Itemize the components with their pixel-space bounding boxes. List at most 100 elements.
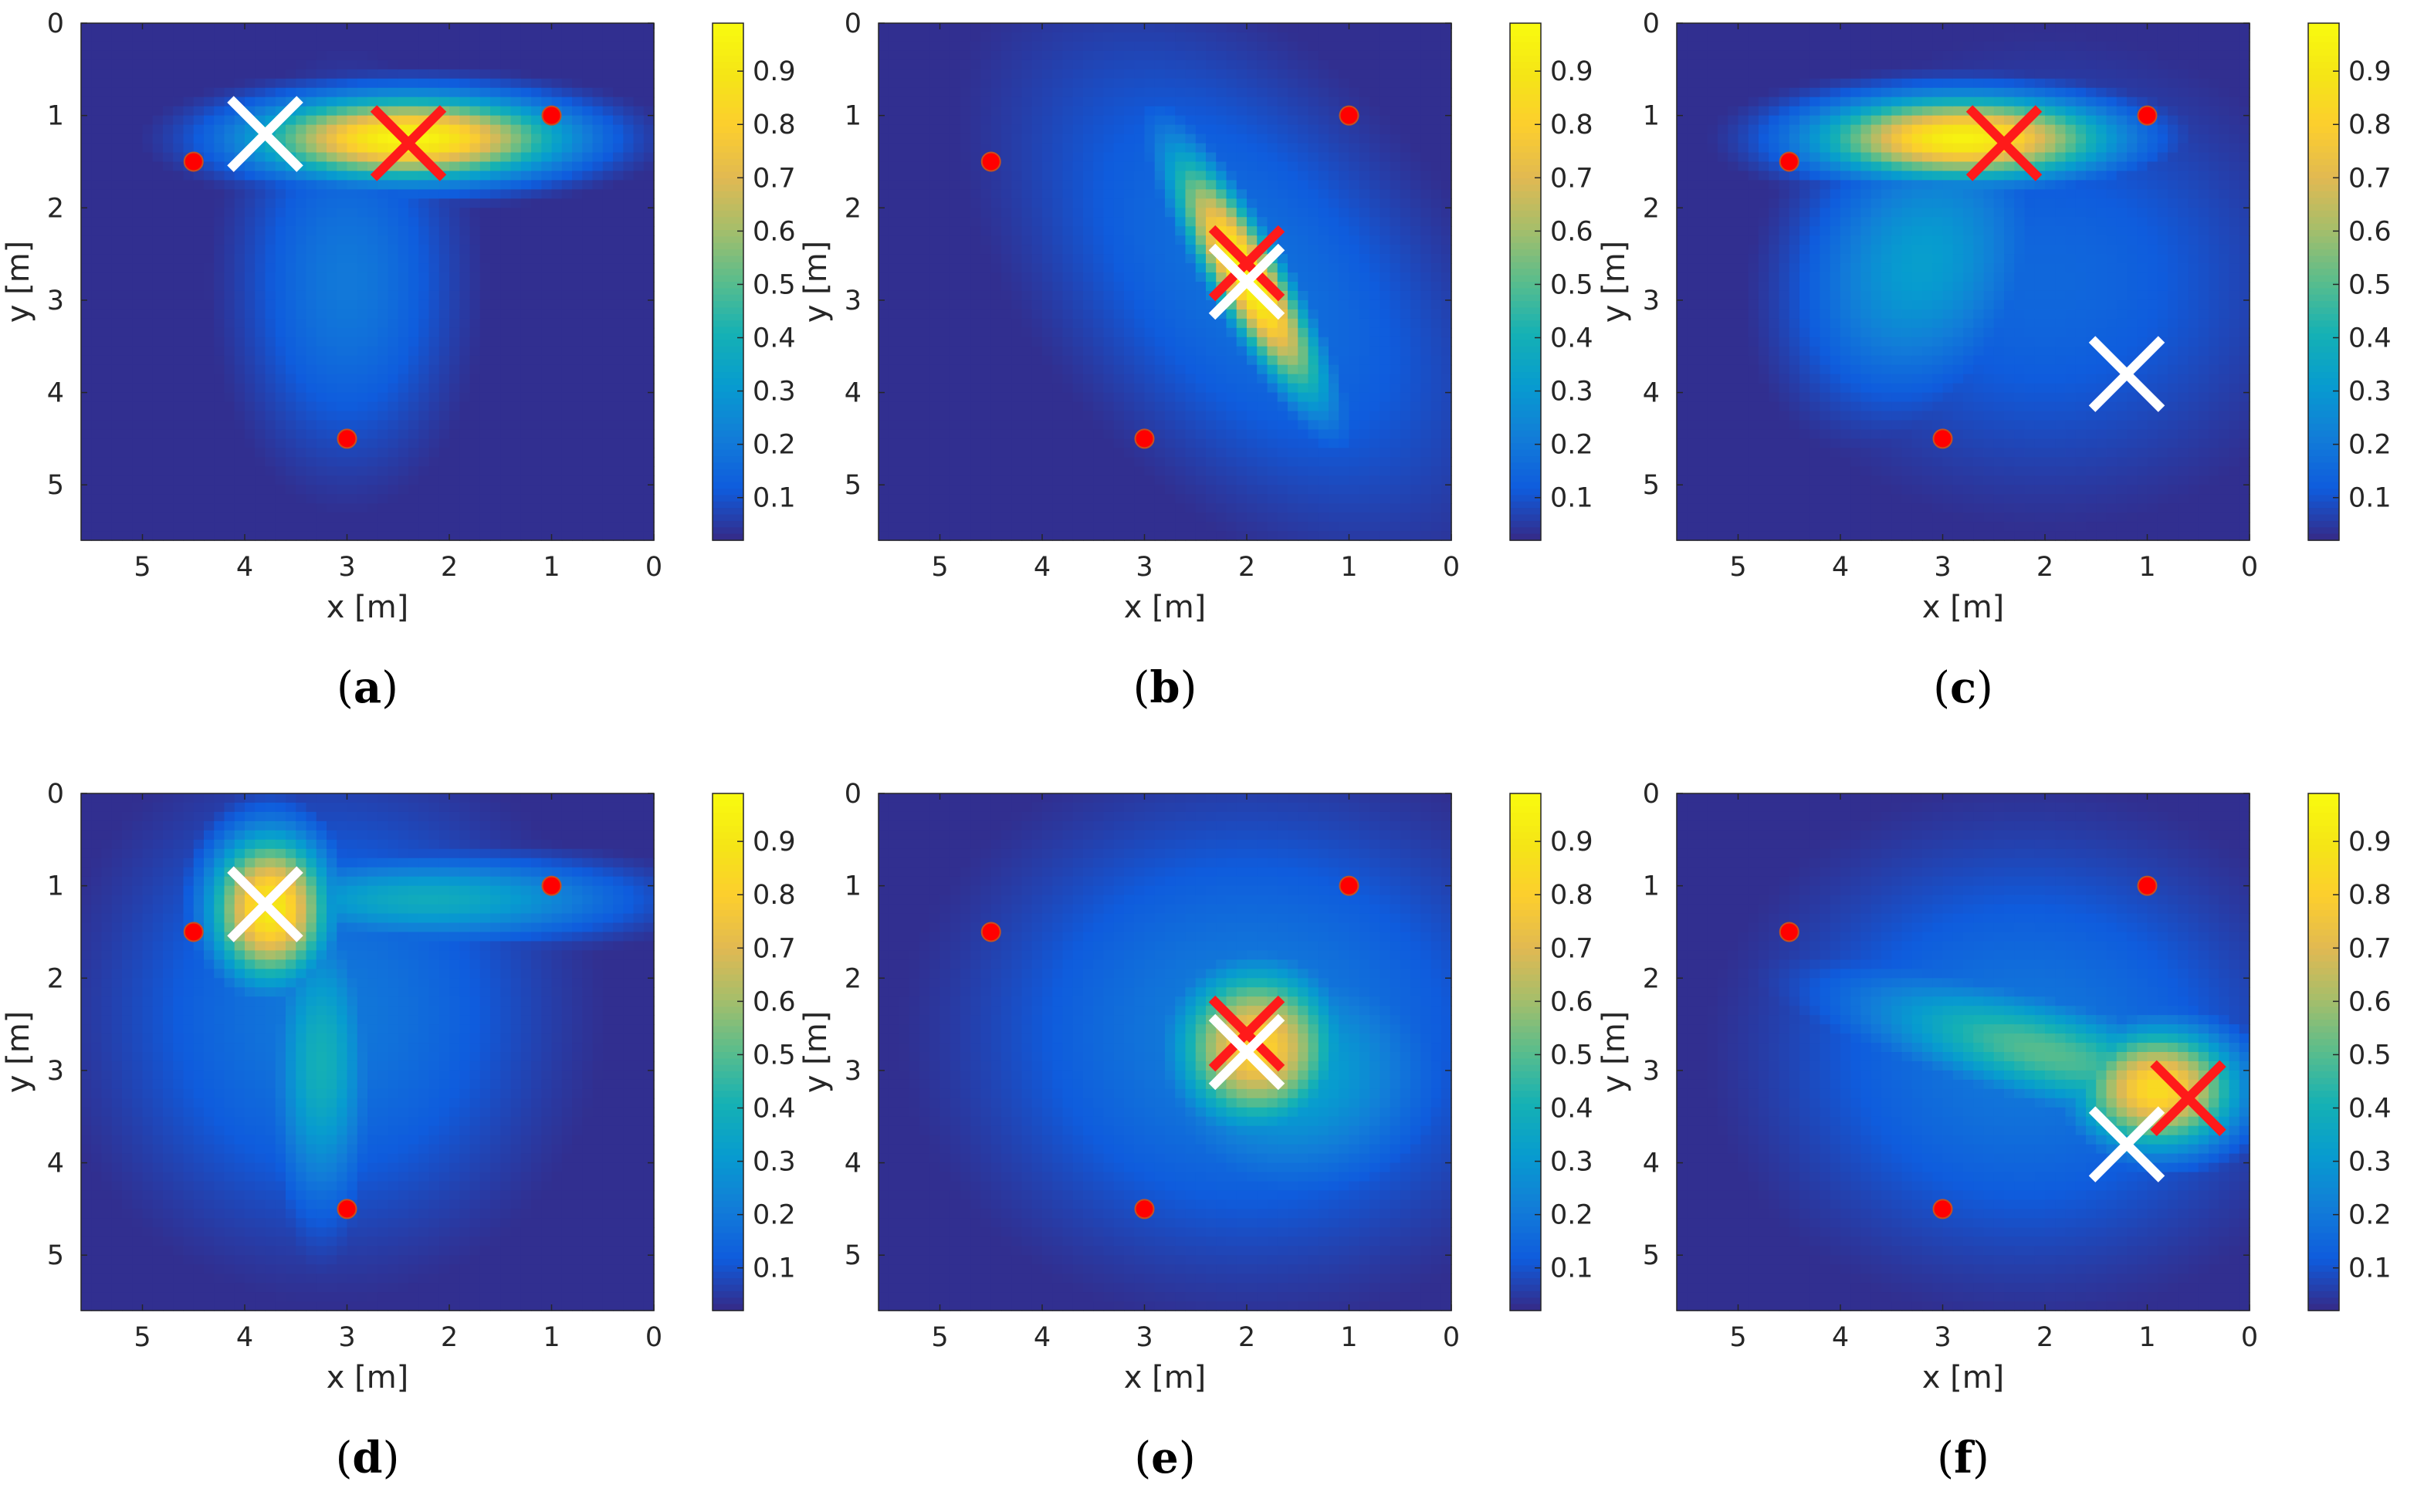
heatmap-cell: [551, 448, 563, 458]
heatmap-cell: [479, 208, 491, 218]
heatmap-cell: [193, 50, 205, 61]
heatmap-cell: [428, 522, 440, 532]
heatmap-cell: [316, 503, 327, 513]
heatmap-cell: [572, 327, 583, 338]
heatmap-cell: [1083, 50, 1094, 61]
heatmap-cell: [1062, 69, 1074, 79]
heatmap-cell: [132, 23, 144, 33]
heatmap-cell: [592, 466, 604, 476]
heatmap-cell: [561, 448, 573, 458]
heatmap-cell: [1062, 438, 1074, 449]
heatmap-cell: [929, 522, 941, 532]
heatmap-cell: [582, 383, 594, 394]
heatmap-cell: [561, 235, 573, 245]
heatmap-cell: [929, 208, 941, 218]
heatmap-cell: [551, 226, 563, 236]
heatmap-cell: [623, 161, 635, 172]
colorbar-segment: [713, 275, 743, 282]
x-tick-label: 1: [543, 552, 560, 583]
heatmap-cell: [1175, 23, 1187, 33]
heatmap-cell: [408, 512, 419, 523]
heatmap-cell: [398, 355, 409, 366]
heatmap-cell: [183, 32, 195, 42]
heatmap-cell: [327, 217, 337, 227]
heatmap-cell: [899, 50, 910, 61]
heatmap-cell: [1072, 494, 1084, 504]
heatmap-cell: [623, 245, 635, 255]
heatmap-cell: [132, 318, 144, 329]
heatmap-cell: [214, 87, 225, 98]
heatmap-cell: [204, 69, 215, 79]
heatmap-cell: [1021, 208, 1033, 218]
heatmap-cell: [561, 475, 573, 485]
heatmap-cell: [132, 411, 144, 421]
heatmap-cell: [572, 494, 583, 504]
heatmap-cell: [1175, 448, 1187, 458]
colorbar-segment: [713, 411, 743, 418]
heatmap-cell: [990, 318, 1002, 329]
heatmap-cell: [1001, 282, 1012, 292]
heatmap-cell: [1072, 318, 1084, 329]
heatmap-cell: [980, 290, 992, 301]
heatmap-cell: [1062, 32, 1074, 42]
heatmap-cell: [879, 355, 889, 366]
heatmap-cell: [479, 245, 491, 255]
heatmap-cell: [255, 309, 266, 320]
anchor-point: [183, 151, 204, 172]
heatmap-cell: [1001, 290, 1012, 301]
heatmap-cell: [1042, 429, 1053, 440]
heatmap-cell: [193, 282, 205, 292]
heatmap-cell: [990, 143, 1002, 154]
heatmap-cell: [327, 245, 337, 255]
heatmap-cell: [357, 115, 368, 126]
heatmap-cell: [1134, 299, 1146, 310]
heatmap-cell: [1124, 503, 1135, 513]
heatmap-cell: [623, 475, 635, 485]
heatmap-cell: [255, 245, 266, 255]
heatmap-cell: [418, 299, 430, 310]
heatmap-cell: [879, 411, 889, 421]
heatmap-cell: [1062, 337, 1074, 347]
heatmap-cell: [224, 263, 235, 273]
heatmap-cell: [1031, 374, 1043, 384]
heatmap-cell: [623, 78, 635, 89]
heatmap-cell: [1001, 318, 1012, 329]
heatmap-cell: [1134, 466, 1146, 476]
heatmap-cell: [1124, 106, 1135, 117]
heatmap-cell: [929, 32, 941, 42]
heatmap-cell: [623, 32, 635, 42]
heatmap-cell: [500, 438, 512, 449]
heatmap-cell: [633, 438, 645, 449]
heatmap-cell: [183, 198, 195, 208]
heatmap-cell: [990, 226, 1002, 236]
heatmap-cell: [919, 401, 930, 412]
heatmap-cell: [551, 41, 563, 52]
heatmap-cell: [1001, 374, 1012, 384]
heatmap-cell: [561, 152, 573, 163]
heatmap-cell: [214, 208, 225, 218]
heatmap-cell: [357, 87, 368, 98]
heatmap-cell: [449, 87, 460, 98]
heatmap-cell: [602, 392, 614, 403]
heatmap-cell: [592, 245, 604, 255]
heatmap-cell: [1062, 282, 1074, 292]
heatmap-cell: [152, 143, 164, 154]
heatmap-cell: [408, 189, 419, 200]
heatmap-cell: [347, 208, 358, 218]
heatmap-cell: [899, 69, 910, 79]
heatmap-cell: [367, 245, 378, 255]
heatmap-cell: [388, 364, 399, 375]
heatmap-cell: [337, 282, 348, 292]
heatmap-cell: [438, 32, 450, 42]
heatmap-cell: [275, 420, 286, 431]
heatmap-cell: [152, 59, 164, 70]
heatmap-cell: [469, 531, 481, 541]
heatmap-cell: [1144, 522, 1156, 532]
heatmap-cell: [592, 226, 604, 236]
heatmap-cell: [623, 41, 635, 52]
heatmap-cell: [111, 401, 123, 412]
heatmap-cell: [613, 41, 624, 52]
heatmap-cell: [633, 161, 645, 172]
heatmap-cell: [286, 309, 296, 320]
heatmap-cell: [1072, 466, 1084, 476]
